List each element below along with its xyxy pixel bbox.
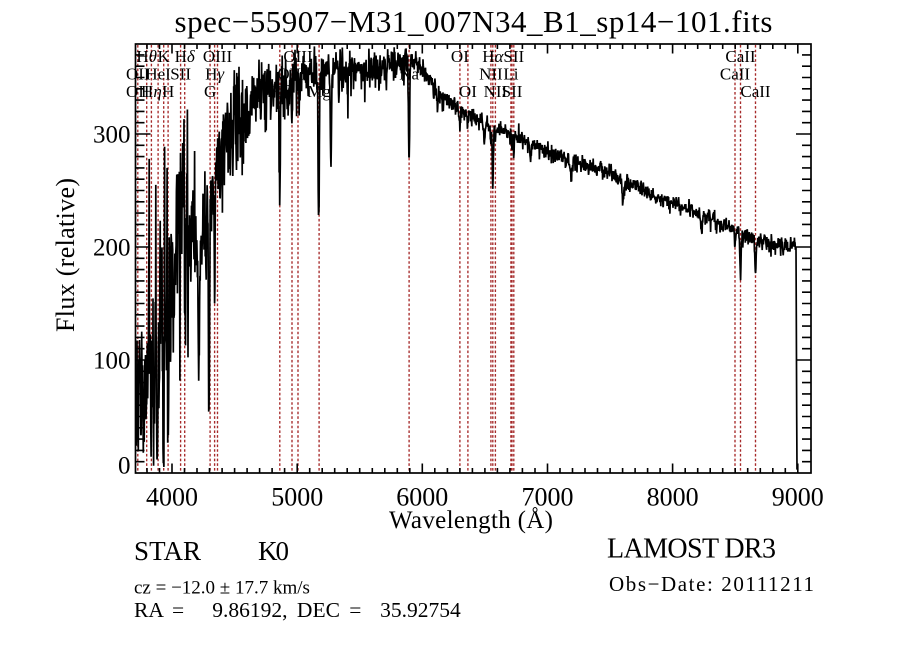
svg-text:200: 200 — [93, 234, 131, 261]
svg-text:LAMOST DR3: LAMOST DR3 — [607, 534, 776, 565]
svg-text:Mg: Mg — [307, 82, 331, 101]
svg-text:SII: SII — [502, 82, 523, 101]
svg-text:spec−55907−M31_007N34_B1_sp14−: spec−55907−M31_007N34_B1_sp14−101.fits — [175, 4, 773, 39]
svg-text:STAR: STAR — [134, 536, 201, 566]
svg-text:Obs−Date: 20111211: Obs−Date: 20111211 — [609, 572, 814, 596]
svg-text:OI: OI — [459, 82, 477, 101]
svg-text:5000: 5000 — [271, 483, 323, 512]
svg-text:OIII: OIII — [283, 47, 313, 66]
svg-text:NII: NII — [479, 65, 503, 84]
svg-text:7000: 7000 — [522, 483, 574, 512]
svg-text:Wavelength (Å): Wavelength (Å) — [389, 507, 553, 534]
svg-text:OI: OI — [451, 47, 469, 66]
svg-text:cz = −12.0 ± 17.7 km/s: cz = −12.0 ± 17.7 km/s — [134, 578, 310, 599]
svg-text:8000: 8000 — [647, 483, 699, 512]
svg-text:G: G — [204, 82, 216, 101]
svg-text:OII: OII — [126, 65, 150, 84]
svg-text:6000: 6000 — [396, 483, 448, 512]
svg-text:Hη: Hη — [141, 82, 162, 101]
svg-text:NII: NII — [484, 82, 508, 101]
svg-text:Hα: Hα — [482, 47, 504, 66]
svg-text:K: K — [158, 47, 171, 66]
svg-text:4000: 4000 — [146, 483, 198, 512]
svg-text:OIII: OIII — [277, 65, 307, 84]
svg-text:Hγ: Hγ — [205, 65, 225, 84]
svg-text:Hθ: Hθ — [136, 47, 157, 66]
svg-text:RA = 9.86192, DEC = 35.9275: RA = 9.86192, DEC = 35.92754 — [134, 598, 461, 622]
svg-text:CaII: CaII — [720, 65, 751, 84]
svg-text:CaII: CaII — [740, 82, 771, 101]
svg-text:Hβ: Hβ — [269, 82, 290, 101]
svg-text:OII: OII — [126, 82, 150, 101]
svg-text:0: 0 — [118, 453, 131, 480]
svg-text:Li: Li — [503, 65, 518, 84]
svg-text:Flux (relative): Flux (relative) — [51, 178, 80, 332]
svg-text:SII: SII — [170, 65, 191, 84]
svg-text:300: 300 — [93, 121, 131, 148]
svg-text:HeI: HeI — [145, 65, 171, 84]
svg-text:CaII: CaII — [725, 47, 756, 66]
svg-text:SII: SII — [503, 47, 524, 66]
svg-text:H: H — [162, 82, 174, 101]
svg-text:K0: K0 — [258, 536, 289, 566]
svg-text:9000: 9000 — [772, 483, 824, 512]
svg-text:100: 100 — [93, 347, 131, 374]
svg-text:OIII: OIII — [203, 47, 233, 66]
svg-text:Hδ: Hδ — [175, 47, 196, 66]
svg-text:Na: Na — [399, 65, 419, 84]
